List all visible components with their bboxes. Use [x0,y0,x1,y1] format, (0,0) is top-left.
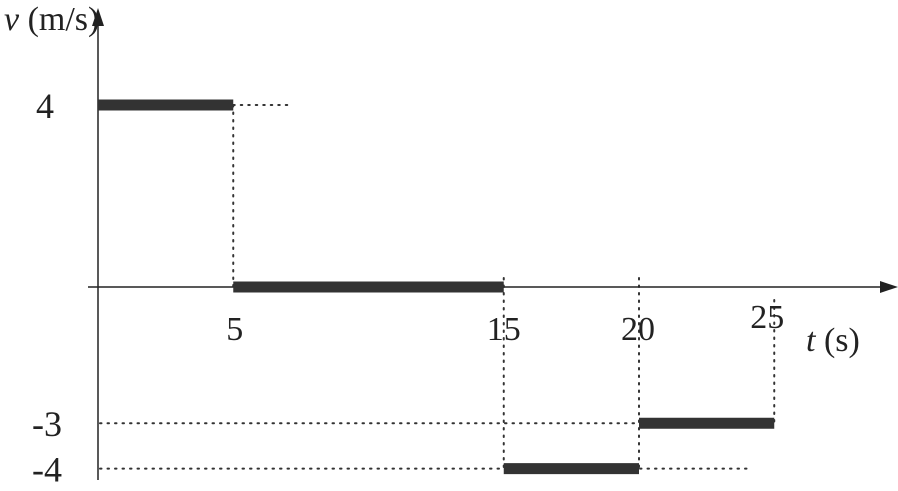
x-axis-label: t (s) [806,322,860,359]
tick-labels: 5 15 20 25 4 -3 -4 [32,86,784,490]
x-axis-arrow-icon [880,281,898,293]
y-axis-arrow-icon [92,8,104,26]
y-tick-label--4: -4 [32,450,62,490]
dotted-guides [99,104,776,470]
x-tick-label-25: 25 [750,299,784,336]
x-tick-label-15: 15 [487,311,521,348]
x-tick-label-5: 5 [226,311,243,348]
x-tick-label-20: 20 [621,311,655,348]
y-axis-label: v (m/s) [4,1,99,38]
step-segments [98,99,775,475]
y-tick-label-4: 4 [36,86,54,126]
y-tick-label--3: -3 [32,404,62,444]
